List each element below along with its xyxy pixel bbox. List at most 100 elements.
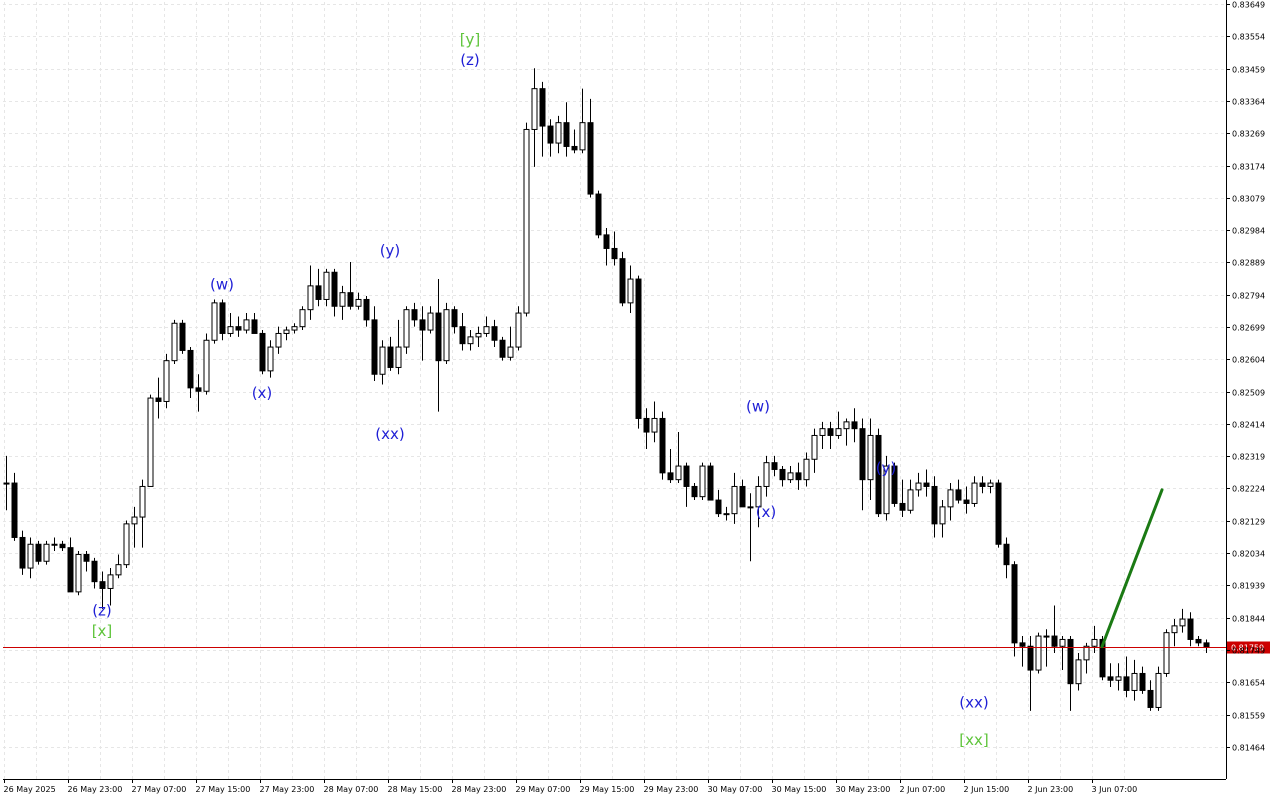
candle-body: [683, 465, 690, 487]
candle: [1139, 666, 1146, 694]
forecast-line: [1100, 488, 1164, 649]
x-tick-label: 2 Jun 07:00: [900, 785, 946, 794]
candle-body: [1011, 564, 1018, 644]
y-tick-label: 0.83459: [1232, 66, 1265, 75]
candle: [1067, 636, 1074, 711]
candle-body: [827, 428, 834, 436]
candle-body: [539, 88, 546, 127]
candle-body: [11, 482, 18, 538]
candle: [1051, 605, 1058, 654]
candle-body: [427, 312, 434, 331]
candle-body: [835, 428, 842, 436]
candle-body: [283, 329, 290, 334]
candle: [355, 292, 362, 310]
candle-body: [403, 309, 410, 348]
candle-body: [587, 122, 594, 195]
y-tick-label: 0.82889: [1232, 259, 1265, 268]
candle-body: [59, 543, 66, 549]
candle: [163, 353, 170, 409]
candle: [267, 340, 274, 378]
candle-body: [51, 543, 58, 546]
candle: [1187, 612, 1194, 647]
wave-label: [y]: [460, 30, 481, 48]
candle-body: [811, 434, 818, 460]
candle-body: [3, 482, 10, 485]
candle-body: [1083, 645, 1090, 661]
candle: [923, 469, 930, 497]
candle: [683, 462, 690, 507]
candle: [147, 394, 154, 487]
candle: [803, 452, 810, 487]
x-tick-label: 27 May 23:00: [260, 785, 315, 794]
candle-body: [387, 346, 394, 368]
wave-label: (z): [92, 602, 112, 620]
candle: [211, 299, 218, 344]
x-tick-label: 2 Jun 23:00: [1028, 785, 1074, 794]
candle: [939, 500, 946, 538]
candle: [1075, 653, 1082, 691]
x-tick-label: 30 May 23:00: [836, 785, 891, 794]
candle-body: [875, 434, 882, 515]
candle-body: [1179, 618, 1186, 627]
candle-body: [163, 360, 170, 402]
candle-body: [747, 506, 754, 509]
candle: [155, 377, 162, 419]
candle: [379, 340, 386, 385]
candle-body: [795, 472, 802, 481]
candle-body: [91, 560, 98, 583]
wave-label: (xx): [375, 425, 404, 443]
candle-body: [1099, 638, 1106, 678]
candle: [35, 540, 42, 565]
candle-body: [299, 309, 306, 328]
candle-body: [1067, 638, 1074, 685]
candle-body: [635, 278, 642, 419]
candle: [1011, 561, 1018, 657]
candle: [1155, 666, 1162, 711]
candle: [1131, 659, 1138, 701]
candle: [915, 472, 922, 497]
candle-body: [707, 465, 714, 501]
candle-body: [595, 193, 602, 236]
candle-body: [123, 523, 130, 566]
candle: [547, 119, 554, 157]
y-tick-label: 0.83364: [1232, 98, 1265, 107]
candle-body: [1043, 635, 1050, 638]
candle-body: [579, 122, 586, 151]
candle-body: [147, 397, 154, 487]
y-tick-label: 0.83554: [1232, 33, 1265, 42]
candle-body: [963, 499, 970, 504]
candle: [875, 428, 882, 518]
candle-body: [627, 278, 634, 304]
candle-body: [99, 581, 106, 589]
candle-body: [883, 465, 890, 515]
candle-body: [611, 247, 618, 260]
wave-label: [x]: [92, 622, 113, 640]
candle-body: [307, 285, 314, 311]
candle: [1107, 663, 1114, 688]
candle-body: [35, 543, 42, 562]
candle-body: [691, 485, 698, 498]
candle-body: [955, 489, 962, 501]
candle: [235, 316, 242, 337]
candle: [947, 483, 954, 521]
candle-body: [1051, 635, 1058, 647]
candle-body: [315, 285, 322, 300]
candle: [963, 486, 970, 514]
candle: [843, 418, 850, 446]
candle-body: [435, 312, 442, 362]
y-tick-label: 0.82034: [1232, 550, 1265, 559]
candle-body: [523, 128, 530, 314]
candle-body: [515, 312, 522, 348]
candle-body: [987, 482, 994, 487]
candle: [331, 268, 338, 317]
candle-body: [227, 326, 234, 334]
candle: [1019, 636, 1026, 667]
x-tick-label: 29 May 15:00: [580, 785, 635, 794]
wave-label: (z): [460, 51, 480, 69]
candle: [403, 306, 410, 354]
candle: [227, 313, 234, 337]
candle: [411, 302, 418, 327]
candle: [43, 540, 50, 565]
